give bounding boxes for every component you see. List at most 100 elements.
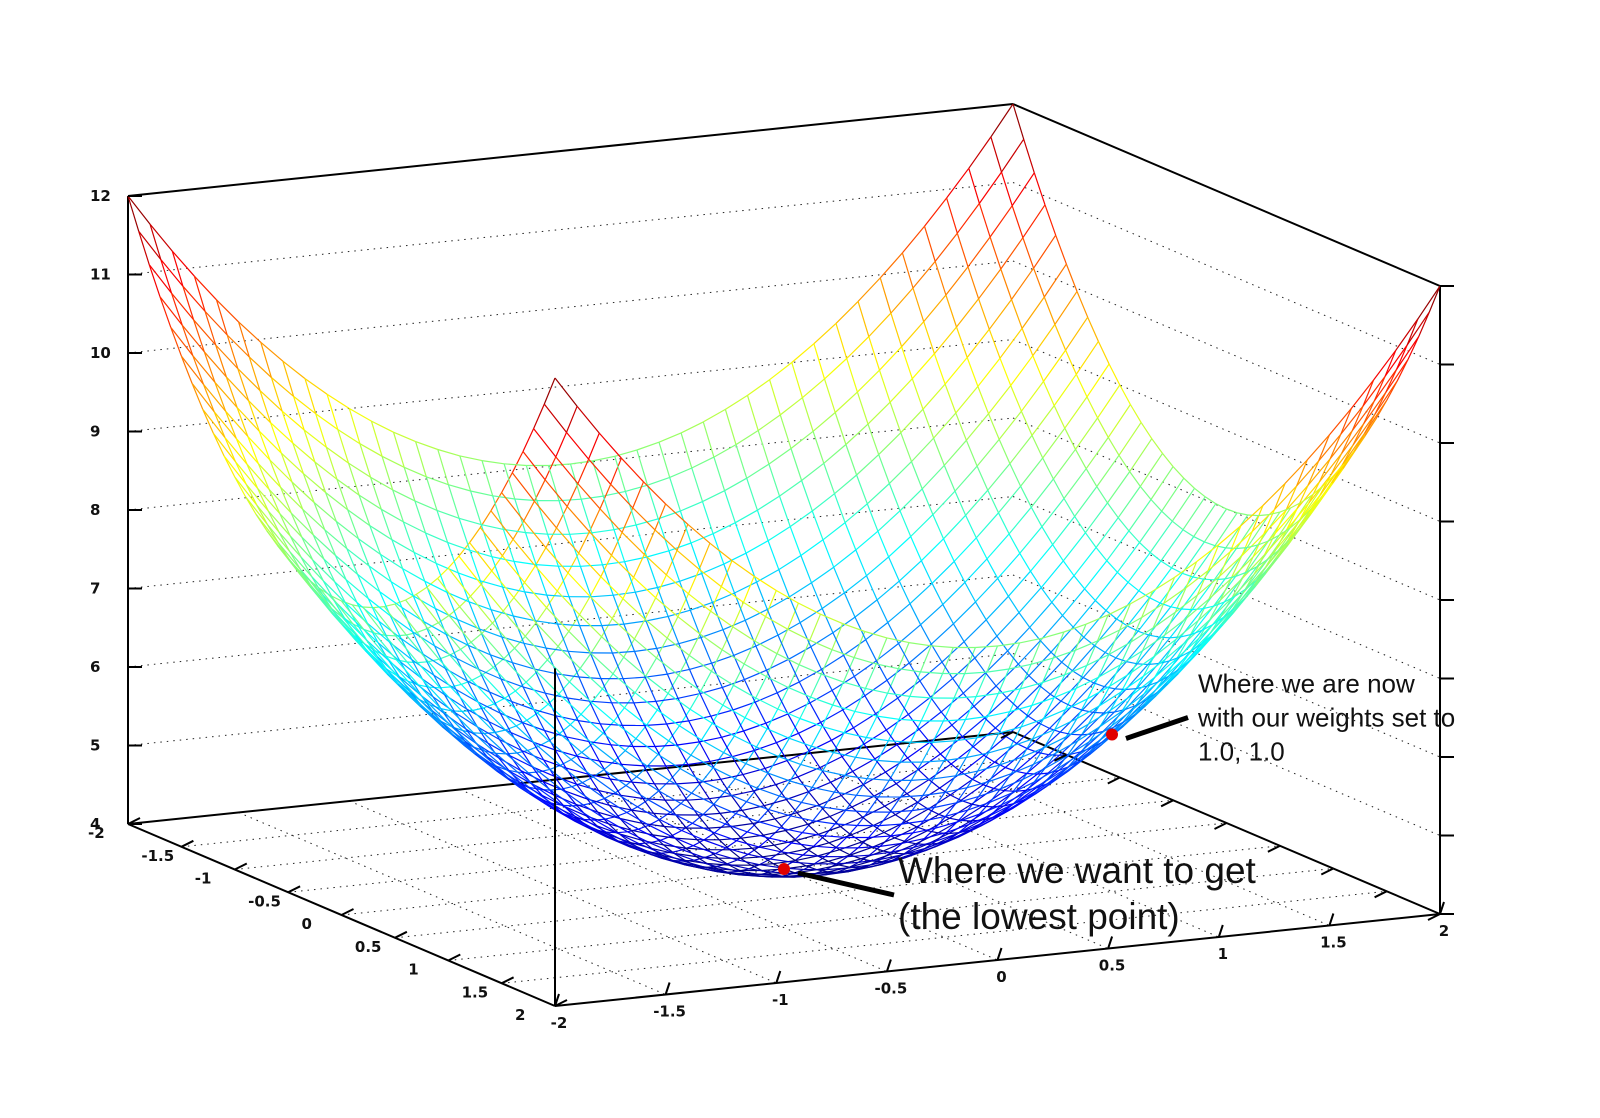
mesh-line [644, 530, 655, 555]
mesh-line [790, 511, 812, 527]
mesh-line [688, 524, 710, 543]
mesh-line [923, 409, 934, 438]
mesh-line [877, 581, 899, 600]
mesh-line [866, 640, 877, 661]
mesh-line [1259, 515, 1270, 516]
mesh-line [645, 619, 667, 638]
mesh-line [781, 843, 792, 852]
mesh-line [911, 537, 922, 561]
mesh-line [748, 395, 759, 430]
mesh-line [901, 433, 912, 462]
mesh-line [470, 596, 492, 623]
mesh-line [1140, 453, 1162, 486]
mesh-line [415, 501, 437, 511]
mesh-line [956, 413, 967, 440]
mesh-line [844, 593, 855, 617]
mesh-line [709, 827, 731, 829]
mesh-line [991, 137, 1002, 172]
mesh-line [865, 696, 876, 714]
mesh-line [472, 675, 483, 681]
mesh-line [1162, 511, 1173, 521]
mesh-line [946, 267, 968, 295]
mesh-line [902, 322, 924, 347]
mesh-line [625, 557, 647, 562]
annotation-text-current: 1.0, 1.0 [1198, 737, 1285, 767]
mesh-line [470, 528, 481, 543]
mesh-line [426, 477, 448, 485]
mesh-line [681, 422, 703, 433]
mesh-line [924, 322, 935, 354]
mesh-line [944, 515, 966, 539]
mesh-line [757, 496, 779, 510]
mesh-line [974, 706, 985, 718]
mesh-line [990, 206, 1012, 237]
mesh-line [647, 710, 658, 725]
mesh-line [1085, 589, 1096, 601]
mesh-line [1021, 486, 1032, 507]
mesh-line [867, 576, 878, 600]
mesh-line [934, 776, 956, 779]
mesh-line [1076, 418, 1098, 449]
mesh-line [632, 782, 654, 784]
annotation-text-minimum: (the lowest point) [898, 896, 1180, 937]
mesh-line [699, 543, 710, 569]
mesh-line [808, 824, 819, 834]
mesh-line [395, 604, 417, 632]
mesh-line [967, 358, 978, 387]
mesh-line [448, 568, 470, 596]
mesh-line [1053, 449, 1075, 479]
mesh-line [712, 705, 723, 723]
mesh-line [700, 611, 711, 634]
mesh-line [855, 711, 877, 716]
mesh-line [968, 237, 990, 267]
mesh-line [1098, 385, 1120, 418]
mesh-line [1020, 527, 1042, 554]
mesh-line [1237, 513, 1248, 515]
mesh-line [703, 804, 714, 814]
mesh-line [644, 554, 666, 575]
mesh-line [988, 490, 999, 513]
mesh-line [686, 828, 697, 840]
mesh-line [677, 784, 688, 800]
y-tick-mark [1321, 869, 1333, 875]
x-tick-label: 1 [1218, 945, 1228, 963]
mesh-line [978, 358, 1000, 386]
mesh-line [622, 764, 644, 766]
mesh-line [545, 693, 567, 698]
mesh-line [281, 487, 292, 513]
mesh-line [473, 711, 495, 733]
mesh-line [534, 404, 545, 429]
x-tick-mark [998, 948, 1002, 960]
mesh-line [990, 237, 1001, 269]
mesh-line [622, 508, 633, 533]
mesh-line [957, 299, 979, 327]
mesh-line [580, 653, 591, 668]
mesh-line [966, 515, 977, 538]
mesh-line [1308, 461, 1319, 486]
mesh-line [590, 597, 612, 619]
mesh-line [1182, 609, 1193, 610]
mesh-line [943, 582, 965, 604]
mesh-line [567, 507, 589, 532]
mesh-line [1172, 488, 1194, 521]
mesh-line [1097, 455, 1119, 486]
mesh-line [975, 646, 997, 648]
mesh-line [612, 555, 634, 577]
mesh-line [823, 540, 834, 567]
mesh-line [1053, 632, 1064, 658]
mesh-line [417, 632, 439, 659]
mesh-line [943, 698, 954, 721]
mesh-line [577, 406, 599, 433]
mesh-line [877, 693, 888, 716]
mesh-line [215, 382, 226, 411]
mesh-line [592, 533, 603, 565]
mesh-line [492, 571, 514, 598]
mesh-line [1043, 458, 1054, 479]
wall-grid-line [1013, 340, 1440, 522]
mesh-line [1030, 602, 1052, 627]
mesh-line [1116, 658, 1127, 662]
y-tick-label: -2 [88, 824, 105, 842]
mesh-line [625, 485, 647, 491]
mesh-line [1010, 435, 1032, 463]
mesh-line [321, 599, 343, 626]
